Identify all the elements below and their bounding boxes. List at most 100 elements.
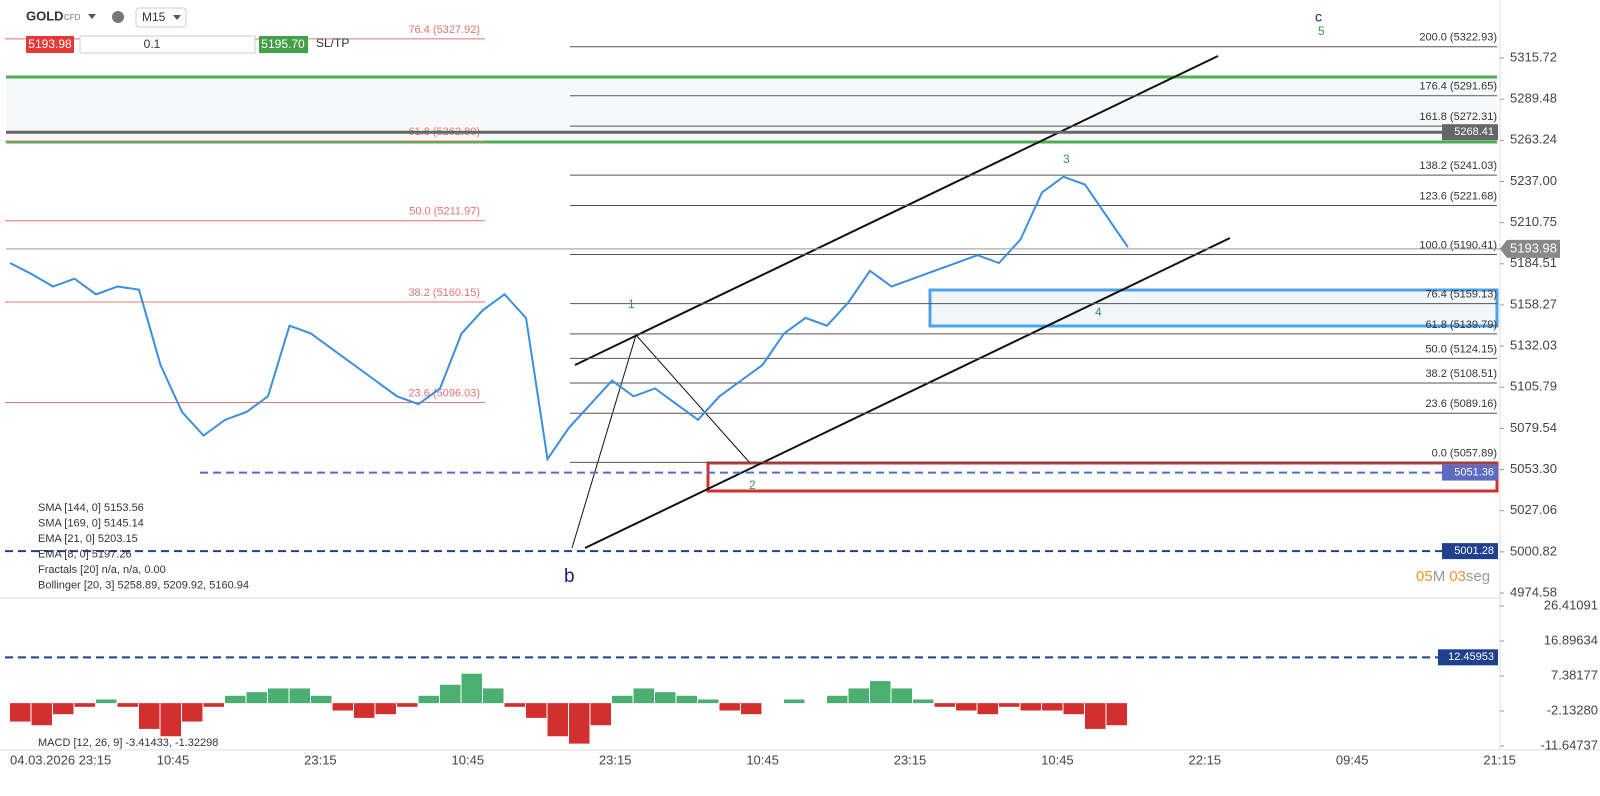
fib-label: 38.2 (5108.51)	[1425, 368, 1497, 380]
chart-layer: 5315.72 5289.48 5263.24 5237.00 5210.75 5184.…	[5, 24, 1598, 767]
macd-bar	[117, 703, 138, 707]
macd-bar	[96, 699, 117, 704]
timer-seconds: 03	[1449, 568, 1466, 585]
fib-label: 200.0 (5322.93)	[1419, 32, 1497, 44]
y-tick-label: 16.89634	[1544, 632, 1598, 647]
bid[interactable]: 5193.98	[28, 37, 72, 51]
y-tick-label: 5210.75	[1510, 214, 1557, 229]
macd-bar	[461, 673, 482, 704]
fib-label: 76.4 (5159.13)	[1425, 288, 1497, 300]
y-tick-label: 5184.51	[1510, 255, 1557, 270]
macd-bar	[1042, 703, 1063, 711]
wave-line	[571, 333, 751, 549]
macd-bar	[999, 703, 1020, 707]
timer-unit: seg	[1466, 568, 1490, 585]
fib-label: 61.8 (5139.79)	[1425, 319, 1497, 331]
y-tick-label: 7.38177	[1551, 667, 1598, 682]
x-tick-label: 04.03.2026 23:15	[10, 752, 111, 767]
sell-button[interactable]	[26, 36, 74, 53]
macd-bar	[676, 695, 697, 704]
lot[interactable]: 0.1	[144, 37, 161, 51]
info-icon[interactable]	[112, 11, 124, 23]
fib-label: 161.8 (5272.31)	[1419, 111, 1497, 123]
macd-bar	[1020, 703, 1041, 711]
macd-bar	[913, 699, 934, 704]
macd-bar	[934, 703, 955, 707]
level-tag-label: 5268.41	[1454, 126, 1494, 138]
timer-minutes: 05	[1416, 568, 1433, 585]
dropdown[interactable]	[88, 14, 96, 19]
x-tick-label: 10:45	[1041, 752, 1074, 767]
channel-line	[584, 237, 1231, 549]
macd-bar	[891, 688, 912, 704]
macd-bar	[10, 703, 31, 722]
macd-bar	[977, 703, 998, 715]
lot-input[interactable]	[79, 35, 256, 54]
y-tick-label: 5158.27	[1510, 296, 1557, 311]
y-tick-label: -2.13280	[1547, 702, 1598, 717]
macd-bar	[160, 703, 181, 737]
macd-bar	[418, 695, 439, 704]
fib-label: 76.4 (5327.92)	[408, 24, 480, 36]
macd-bar	[827, 695, 848, 704]
buy-button[interactable]	[259, 36, 308, 53]
macd-bar	[246, 692, 267, 704]
timeframe[interactable]: M15	[142, 10, 166, 24]
y-tick-label: 5105.79	[1510, 379, 1557, 394]
fib-label: 138.2 (5241.03)	[1419, 160, 1497, 172]
x-tick-label: 22:15	[1189, 752, 1222, 767]
y-tick-label: 5027.06	[1510, 502, 1557, 517]
dropdown[interactable]	[173, 15, 181, 20]
level-tag-label: 5051.36	[1454, 466, 1494, 478]
symbol[interactable]: GOLD	[26, 8, 64, 23]
demand-box	[928, 288, 1499, 328]
macd-bar	[289, 688, 310, 704]
level-tag	[1442, 543, 1498, 560]
macd-bar	[870, 681, 891, 704]
sltp-button[interactable]: SL/TP	[316, 36, 349, 50]
macd-bar	[203, 703, 224, 707]
y-tick-label: 26.41091	[1544, 597, 1598, 612]
ask[interactable]: 5195.70	[261, 37, 305, 51]
macd-bar	[590, 703, 611, 726]
x-tick-label: 10:45	[746, 752, 779, 767]
macd-bar	[53, 703, 74, 715]
price-line	[9, 175, 1129, 462]
fib-label: 50.0 (5211.97)	[409, 206, 480, 218]
macd-bar	[1085, 703, 1106, 729]
macd-bar	[139, 703, 160, 729]
current-label: 5193.98	[1510, 240, 1557, 255]
indicator-legend: SMA [144, 0] 5153.56	[38, 502, 144, 514]
x-tick-label: 10:45	[157, 752, 190, 767]
macd-bar	[375, 703, 396, 715]
macd-bar	[612, 695, 633, 704]
indicator-legend: EMA [21, 0] 5203.15	[38, 533, 138, 545]
macd-bar	[354, 703, 375, 718]
macd-bar	[397, 703, 418, 707]
y-tick-label: 5079.54	[1510, 420, 1557, 435]
fib-label: 176.4 (5291.65)	[1419, 81, 1497, 93]
fib-label: 50.0 (5124.15)	[1425, 343, 1497, 355]
indicator-legend: SMA [169, 0] 5145.14	[38, 517, 144, 529]
macd-bar	[848, 688, 869, 704]
macd-bar	[547, 703, 568, 737]
fib-label: 100.0 (5190.41)	[1419, 239, 1497, 251]
indicator-legend: EMA [8, 0] 5197.26	[38, 548, 132, 560]
support-box	[706, 461, 1499, 493]
macd-bar	[311, 695, 332, 704]
macd-legend: MACD [12, 26, 9] -3.41433, -1.32298	[38, 737, 218, 749]
level-tag	[1442, 464, 1498, 481]
candle-timer: 05M 03seg	[1416, 568, 1490, 585]
x-tick-label: 23:15	[304, 752, 337, 767]
wave-label: 2	[749, 478, 756, 492]
macd-bar	[956, 703, 977, 711]
timeframe-select[interactable]	[135, 7, 187, 28]
current-tag	[1500, 239, 1560, 258]
macd-bar	[655, 692, 676, 704]
fib-label: 23.6 (5096.03)	[408, 387, 480, 399]
macd-bar	[504, 703, 525, 707]
wave-label: 3	[1063, 152, 1070, 166]
y-tick-label: 5053.30	[1510, 461, 1557, 476]
macd-bar	[698, 699, 719, 704]
macd-bar	[569, 703, 590, 744]
